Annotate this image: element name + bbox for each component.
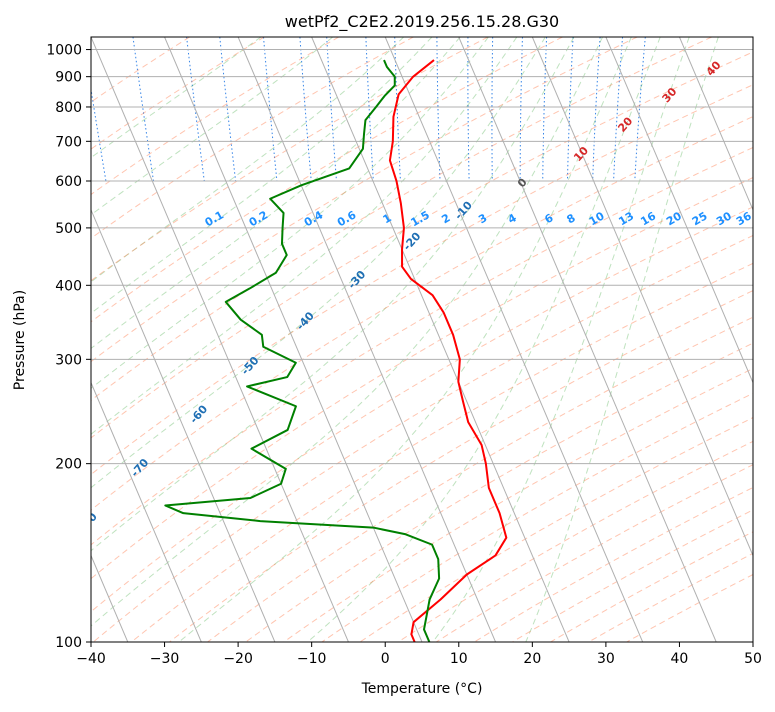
dry-adiabat-line [91, 37, 638, 363]
isotherm-line [531, 37, 753, 557]
x-tick-label: 0 [381, 651, 390, 667]
isotherm-line [605, 37, 753, 384]
dry-adiabat-line [91, 84, 753, 476]
moist-adiabat-line [91, 37, 433, 314]
isotherm-line [237, 37, 497, 642]
y-tick-label: 400 [55, 278, 82, 294]
isobar-gridlines [91, 49, 753, 642]
y-tick-label: 900 [55, 70, 82, 86]
dry-adiabat-line [131, 262, 753, 642]
x-tick-label: 40 [671, 651, 689, 667]
isotherm-line [91, 208, 276, 642]
y-tick-label: 300 [55, 352, 82, 368]
dry-adiabat-line [91, 37, 265, 150]
moist-adiabat-line [432, 37, 690, 642]
x-tick-label: −20 [223, 651, 253, 667]
isotherm-gridlines [91, 37, 753, 642]
y-tick-label: 1000 [46, 43, 82, 59]
isotherm-line [91, 381, 202, 642]
dry-adiabat-line [283, 367, 753, 642]
y-axis-ticks: 1000 900 800 700 600 500 400 300 200 100 [46, 43, 91, 651]
dry-adiabat-line [91, 37, 563, 323]
profile-series [164, 59, 508, 642]
y-tick-label: 500 [55, 221, 82, 237]
x-axis-ticks: −40 −30 −20 −10 0 10 20 30 40 50 [76, 642, 762, 667]
moist-adiabat-line [525, 37, 719, 642]
isotherm-line [91, 37, 349, 642]
y-tick-label: 100 [55, 635, 82, 651]
moist-adiabat-line [91, 37, 334, 216]
dry-adiabat-line [91, 37, 340, 196]
moist-adiabat-line [91, 37, 461, 350]
dry-adiabat-line [91, 37, 712, 401]
dry-adiabat-line [169, 290, 753, 642]
moist-adiabat-lines [91, 37, 719, 642]
dry-adiabat-label: -80 [77, 510, 100, 534]
chart-title: wetPf2_C2E2.2019.256.15.28.G30 [285, 12, 559, 32]
isotherm-line [384, 37, 644, 642]
isotherm-line [164, 37, 423, 642]
isotherm-line [458, 37, 717, 642]
temperature-profile-line [388, 59, 508, 642]
x-tick-label: −40 [76, 651, 106, 667]
moist-adiabat-line [91, 37, 404, 283]
x-axis-label: Temperature (°C) [361, 681, 483, 697]
moist-adiabat-line [91, 37, 575, 552]
dry-adiabat-line [91, 146, 753, 546]
dry-adiabat-line [91, 177, 753, 580]
moist-adiabat-line [307, 37, 661, 642]
moist-adiabat-line [91, 37, 262, 159]
x-tick-label: 10 [450, 651, 468, 667]
x-tick-label: 20 [523, 651, 541, 667]
moist-adiabat-line [91, 37, 604, 627]
mixing-ratio-label: 36 [734, 209, 754, 228]
y-tick-label: 800 [55, 100, 82, 116]
y-axis-label: Pressure (hPa) [12, 290, 28, 390]
dry-adiabat-line [321, 392, 753, 642]
dry-adiabat-line [91, 51, 753, 439]
x-tick-label: 50 [744, 651, 762, 667]
y-tick-label: 200 [55, 457, 82, 473]
x-tick-label: −10 [297, 651, 327, 667]
y-tick-label: 700 [55, 134, 82, 150]
y-tick-label: 600 [55, 174, 82, 190]
plot-frame [90, 36, 754, 643]
isotherm-line [678, 37, 753, 212]
moist-adiabat-line [91, 37, 518, 435]
dewpoint-profile-line [164, 59, 441, 642]
moist-adiabat-line [178, 37, 632, 642]
x-tick-label: −30 [150, 651, 180, 667]
moist-adiabat-line [91, 37, 489, 389]
x-tick-label: 30 [597, 651, 615, 667]
isotherm-line [311, 37, 570, 642]
